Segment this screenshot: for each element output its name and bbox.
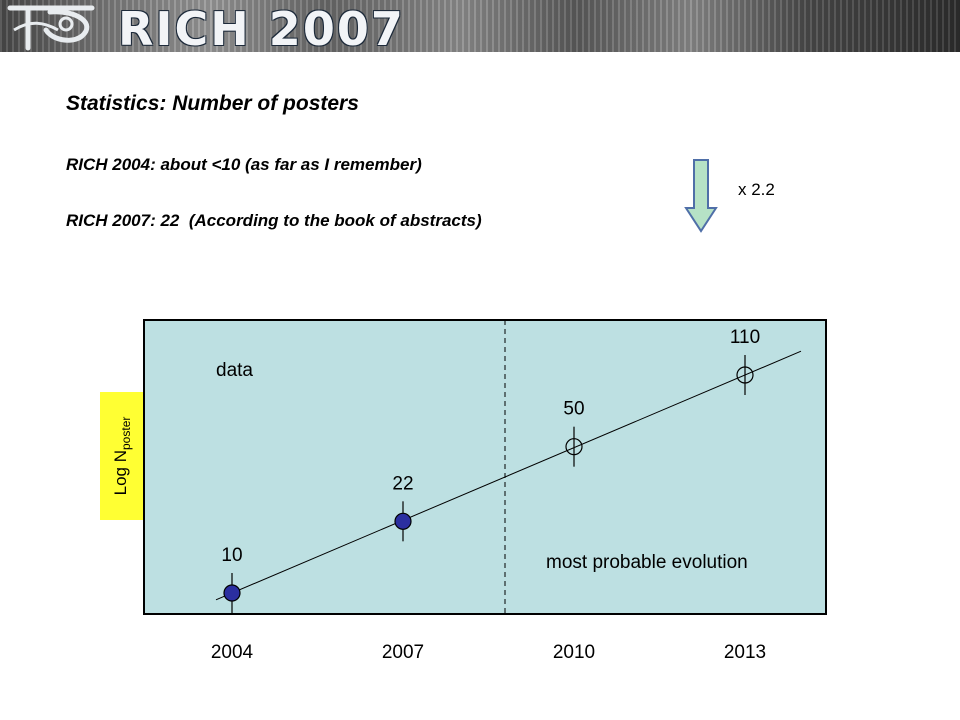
- data-point-2007: 22: [392, 473, 414, 542]
- point-label-2004: 10: [221, 545, 242, 566]
- point-label-2007: 22: [392, 473, 413, 494]
- trend-line: [215, 350, 802, 601]
- down-arrow-icon: [684, 159, 718, 233]
- data-point-2013: 110: [730, 327, 760, 395]
- x-tick-label-2010: 2010: [553, 642, 595, 663]
- x-tick-label-2007: 2007: [382, 642, 424, 663]
- header-banner: RICH 2007: [0, 0, 960, 52]
- banner-texture: [0, 0, 960, 52]
- data-region-label: data: [216, 360, 253, 381]
- data-point-2004: 10: [221, 545, 243, 613]
- data-point-2010: 50: [563, 399, 585, 467]
- y-axis-label-box: [100, 392, 144, 520]
- point-label-2010: 50: [563, 399, 584, 420]
- x-tick-label-2004: 2004: [211, 642, 254, 663]
- rich-2007-statement: RICH 2007: 22 (According to the book of …: [66, 211, 482, 230]
- slide-title: Statistics: Number of posters: [66, 92, 359, 115]
- point-marker-2007: [394, 512, 412, 530]
- point-marker-2004: [223, 584, 241, 602]
- plot-area: [143, 319, 827, 615]
- growth-factor: x 2.2: [738, 180, 775, 199]
- rich-2004-statement: RICH 2004: about <10 (as far as I rememb…: [66, 155, 422, 174]
- point-marker-2013: [736, 366, 754, 384]
- x-tick-label-2013: 2013: [724, 642, 766, 663]
- banner-title: RICH 2007: [118, 2, 405, 52]
- projection-region-label: most probable evolution: [546, 552, 748, 573]
- conference-logo: [7, 5, 95, 51]
- point-label-2013: 110: [730, 327, 760, 348]
- point-marker-2010: [565, 438, 583, 456]
